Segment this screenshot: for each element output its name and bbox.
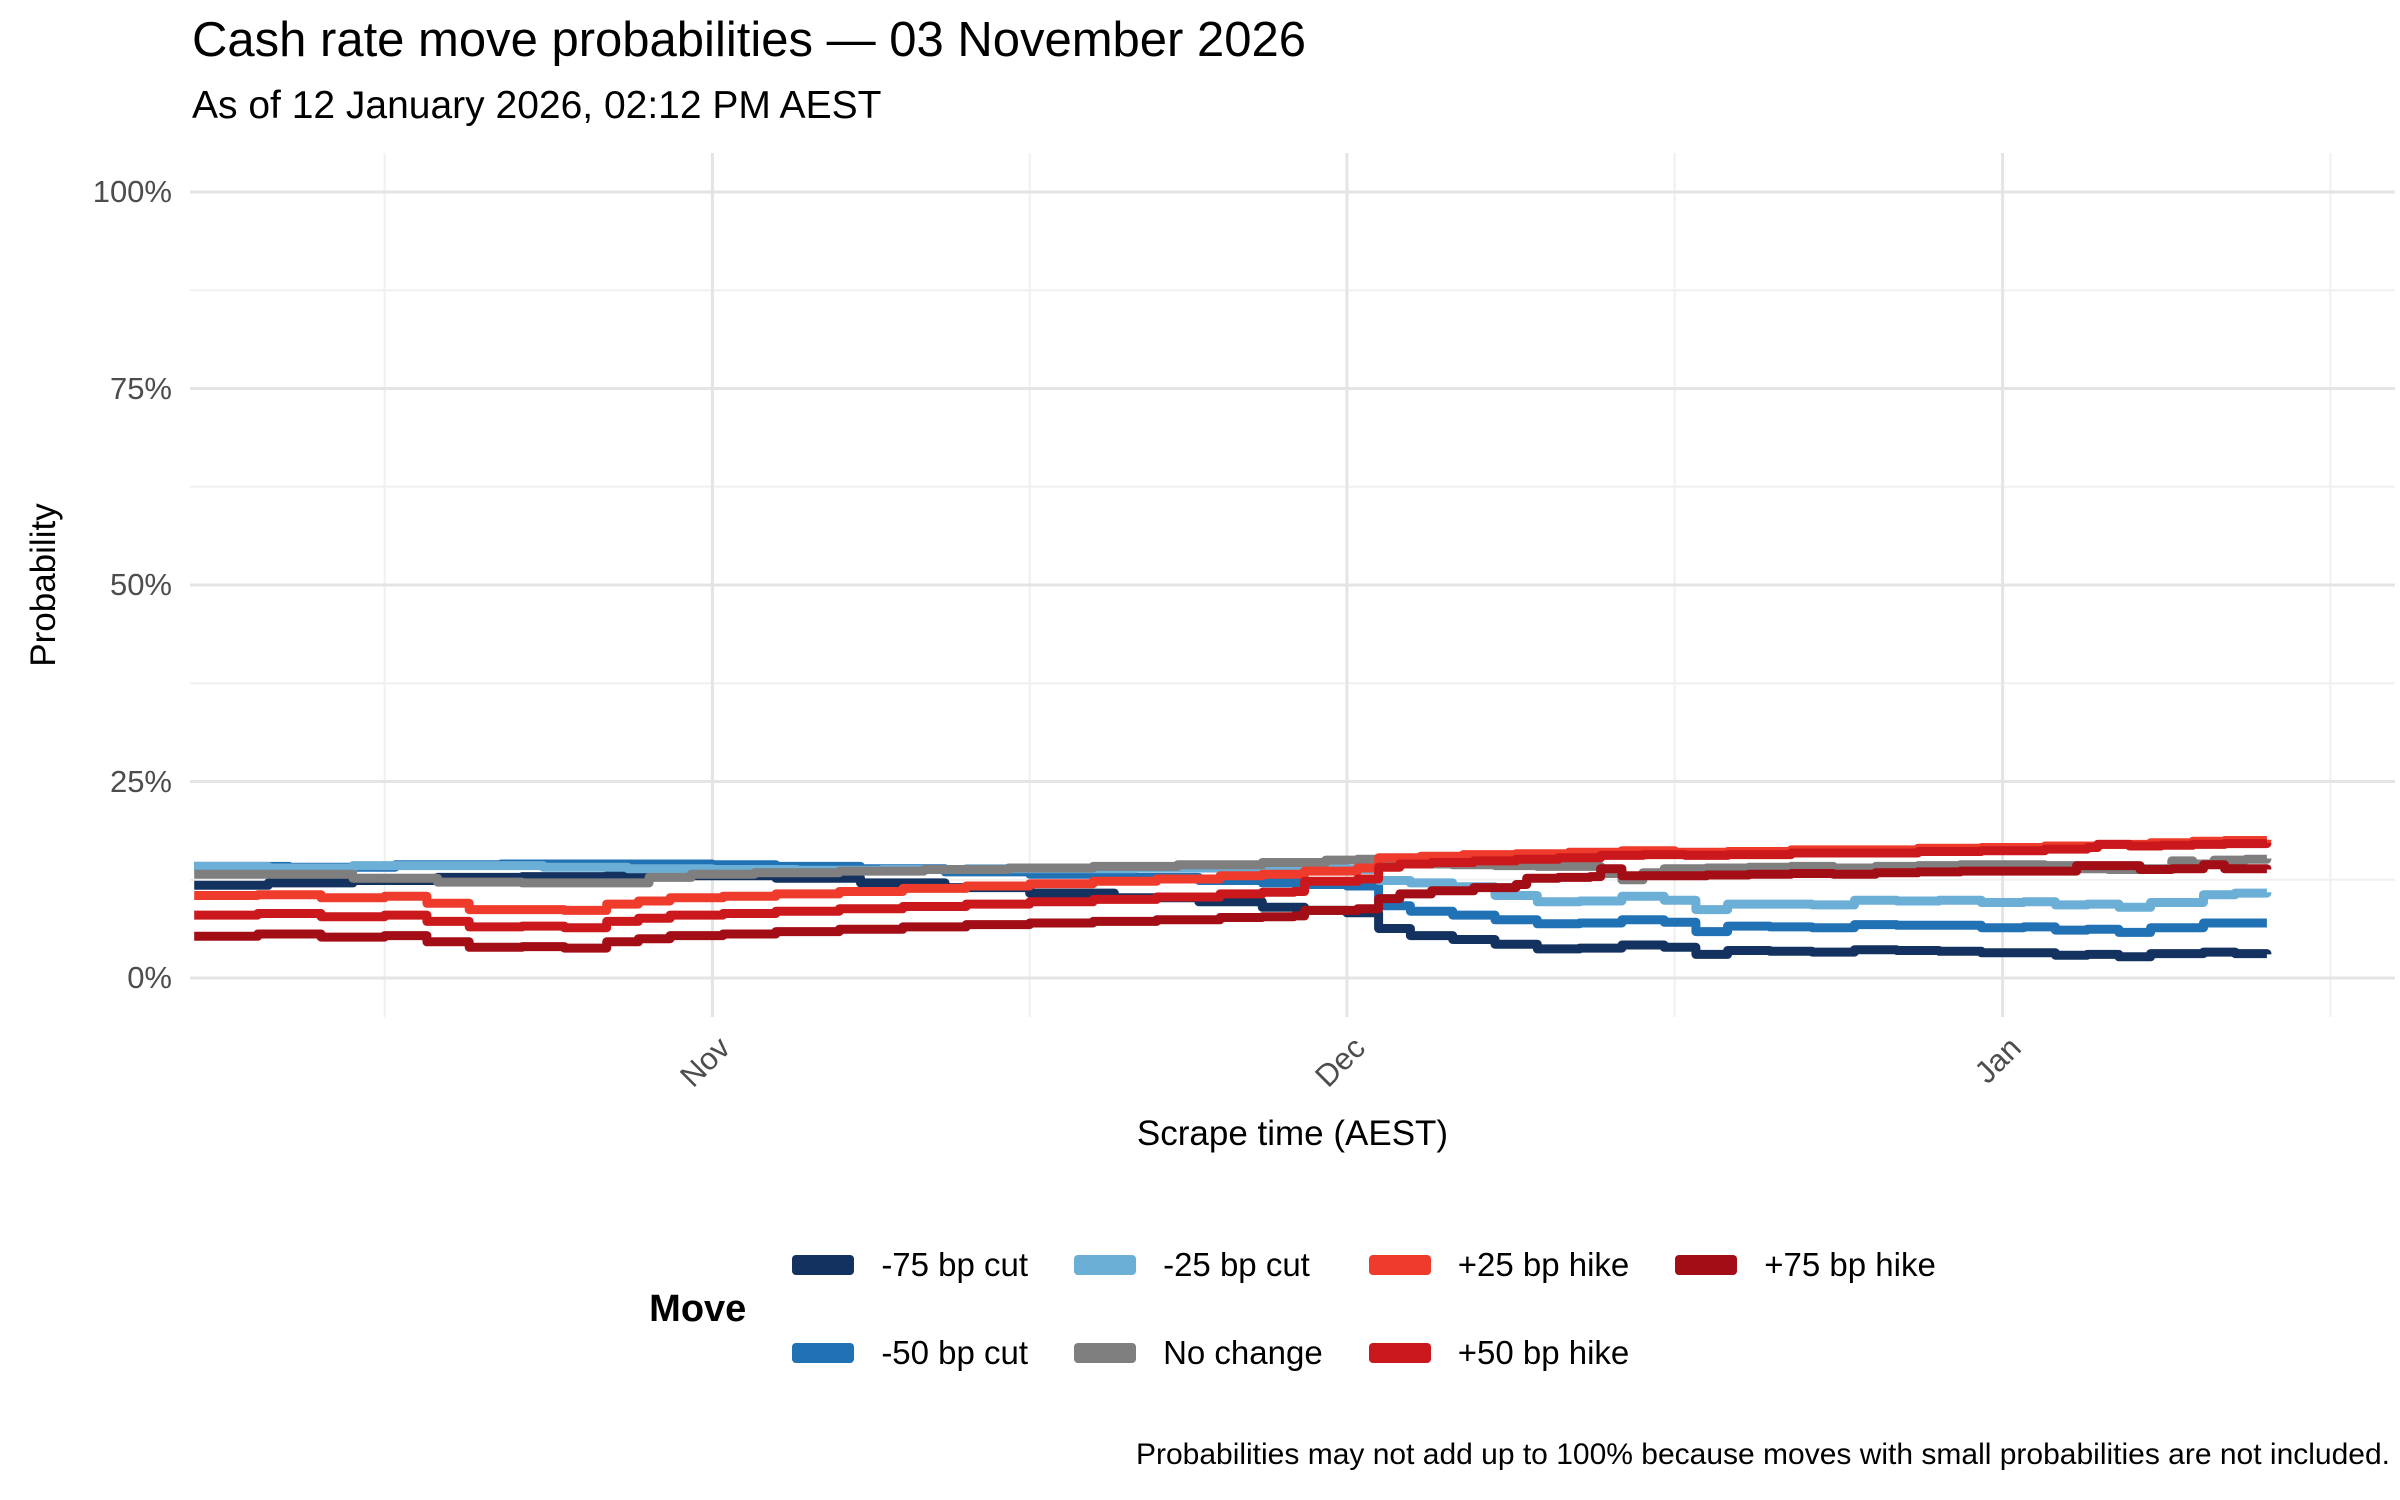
legend-color-swatch: [792, 1343, 855, 1363]
legend-label: +25 bp hike: [1457, 1246, 1630, 1283]
legend-label: +75 bp hike: [1764, 1246, 1936, 1283]
legend-color-swatch: [792, 1255, 855, 1275]
legend-label: -75 bp cut: [881, 1246, 1029, 1283]
chart-title: Cash rate move probabilities — 03 Novemb…: [192, 13, 1306, 67]
caption: Probabilities may not add up to 100% bec…: [1135, 1438, 2390, 1471]
legend-label: No change: [1163, 1334, 1323, 1371]
x-axis-title: Scrape time (AEST): [1136, 1114, 1449, 1153]
x-tick-label: Dec: [1307, 1030, 1372, 1094]
legend-color-swatch: [1074, 1343, 1137, 1363]
x-tick-label: Nov: [673, 1030, 738, 1094]
legend-items: -75 bp cut -50 bp cut -25 bp cut No change +…: [792, 1246, 1936, 1372]
y-tick-label: 100%: [92, 174, 172, 209]
y-tick-label: 50%: [109, 567, 172, 602]
legend-item-75-bp-cut: -75 bp cut: [792, 1246, 1028, 1284]
legend-color-swatch: [1368, 1255, 1431, 1275]
series-line-75-bp-cut: [194, 871, 2272, 962]
legend-color-swatch: [1368, 1343, 1431, 1363]
legend-item-50-bp-hike: +50 bp hike: [1368, 1334, 1630, 1372]
legend-item-25-bp-cut: -25 bp cut: [1074, 1246, 1323, 1284]
y-tick-label: 25%: [109, 763, 172, 799]
plot-panel: [190, 153, 2395, 1017]
y-tick-label: 75%: [109, 370, 172, 406]
legend: Move -75 bp cut -50 bp cut -25 bp cut No ch…: [190, 1246, 2395, 1372]
legend-item-50-bp-cut: -50 bp cut: [792, 1334, 1028, 1372]
legend-color-swatch: [1675, 1255, 1738, 1275]
legend-item-75-bp-hike: +75 bp hike: [1675, 1246, 1936, 1284]
x-tick-label: Jan: [1967, 1030, 2028, 1091]
legend-color-swatch: [1074, 1255, 1137, 1275]
legend-title: Move: [649, 1287, 747, 1330]
legend-label: -25 bp cut: [1163, 1246, 1310, 1283]
legend-item-no-change: No change: [1074, 1334, 1323, 1372]
y-tick-label: 0%: [127, 960, 172, 995]
chart-subtitle: As of 12 January 2026, 02:12 PM AEST: [192, 84, 882, 127]
legend-item-25-bp-hike: +25 bp hike: [1368, 1246, 1630, 1284]
series-line-75-bp-hike: [194, 860, 2272, 953]
y-axis-title: Probability: [24, 503, 63, 667]
series-line-50-bp-hike: [194, 839, 2272, 933]
legend-label: +50 bp hike: [1457, 1334, 1630, 1371]
probability-line-chart: [190, 153, 2395, 1017]
legend-label: -50 bp cut: [881, 1334, 1029, 1371]
